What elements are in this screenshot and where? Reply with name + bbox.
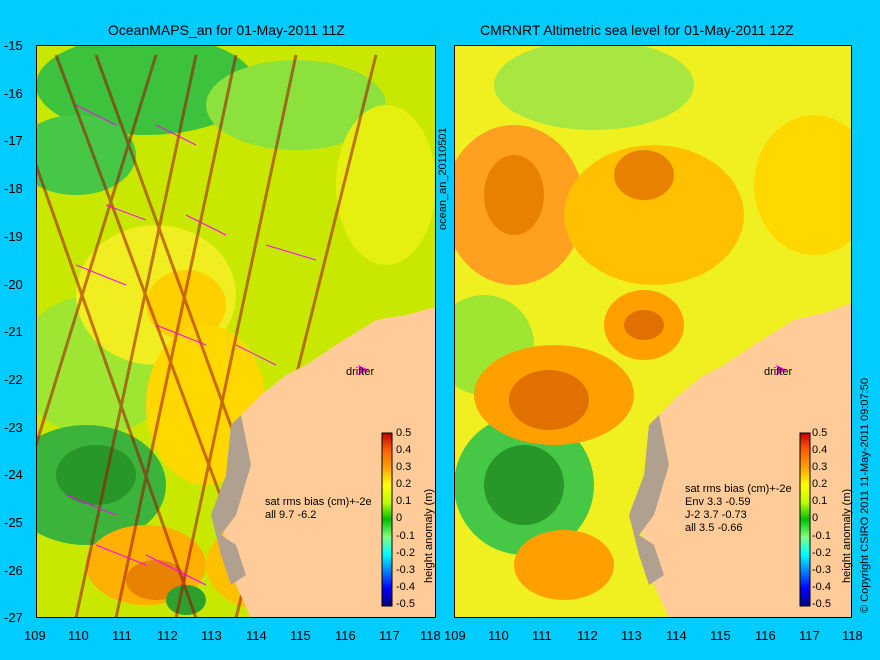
drifter-arrow-icon: ➤ xyxy=(774,362,787,379)
left-colorbar-label: height anomaly (m) xyxy=(423,488,435,583)
colorbar-tick: -0.4 xyxy=(396,581,415,593)
lat-tick: -16 xyxy=(4,86,23,101)
colorbar-tick: 0.2 xyxy=(396,478,412,490)
lon-tick: 113 xyxy=(621,628,642,643)
drifter-arrow-icon: ➤ xyxy=(356,362,369,379)
lat-tick: -24 xyxy=(4,467,23,482)
right-map-title: CMRNRT Altimetric sea level for 01-May-2… xyxy=(480,22,794,38)
right-map-panel: ➤ xyxy=(454,45,852,618)
colorbar-tick: 0.5 xyxy=(812,427,828,439)
sea-level-field xyxy=(454,45,852,600)
lat-tick: -20 xyxy=(4,277,23,292)
lon-tick: 115 xyxy=(710,628,731,643)
lat-tick: -17 xyxy=(4,133,23,148)
lon-tick: 113 xyxy=(201,628,222,643)
lon-tick: 118 xyxy=(420,628,441,643)
lat-tick: -19 xyxy=(4,229,23,244)
stats-header: sat rms bias (cm)+-2e xyxy=(265,496,372,508)
lon-tick: 111 xyxy=(532,628,552,643)
stats-line: all 3.5 -0.66 xyxy=(685,522,743,534)
colorbar-tick: 0.3 xyxy=(396,461,412,473)
left-map-title: OceanMAPS_an for 01-May-2011 11Z xyxy=(108,22,345,38)
lon-tick: 114 xyxy=(246,628,267,643)
current-vectors xyxy=(65,104,317,586)
colorbar-tick: 0 xyxy=(396,512,403,524)
lon-tick: 117 xyxy=(799,628,820,643)
lon-tick: 109 xyxy=(444,628,466,643)
lat-tick: -26 xyxy=(4,563,23,578)
right-stats-box: sat rms bias (cm)+-2e Env 3.3 -0.59 J-2 … xyxy=(685,483,792,535)
shelf-region xyxy=(211,415,251,585)
lon-tick: 110 xyxy=(488,628,509,643)
stats-line: Env 3.3 -0.59 xyxy=(685,496,751,508)
colorbar-tick: -0.3 xyxy=(812,564,831,576)
land-mass xyxy=(639,303,852,618)
right-colorbar xyxy=(799,432,811,607)
colorbar-tick: -0.3 xyxy=(396,564,415,576)
left-drifter-label: drifter xyxy=(346,366,375,378)
left-map-panel: ➤ xyxy=(36,45,436,618)
lat-tick: -15 xyxy=(4,38,23,53)
lon-tick: 115 xyxy=(290,628,311,643)
colorbar-tick: 0.3 xyxy=(812,461,828,473)
colorbar-tick: 0.4 xyxy=(812,444,828,456)
colorbar-tick: 0.1 xyxy=(396,495,412,507)
colorbar-tick: 0.1 xyxy=(812,495,828,507)
colorbar-tick: -0.4 xyxy=(812,581,831,593)
lat-tick: -21 xyxy=(4,324,23,339)
shelf-region xyxy=(629,415,669,585)
lon-tick: 112 xyxy=(157,628,178,643)
colorbar-tick: -0.1 xyxy=(396,530,415,542)
lat-tick: -27 xyxy=(4,610,23,625)
lat-tick: -22 xyxy=(4,372,23,387)
lon-tick: 118 xyxy=(842,628,863,643)
lon-tick: 112 xyxy=(577,628,598,643)
stats-header: sat rms bias (cm)+-2e xyxy=(685,483,792,495)
lon-tick: 117 xyxy=(379,628,400,643)
lon-tick: 114 xyxy=(666,628,687,643)
lat-tick: -18 xyxy=(4,181,23,196)
lon-tick: 110 xyxy=(68,628,89,643)
left-colorbar xyxy=(381,432,393,607)
colorbar-tick: -0.5 xyxy=(812,598,831,610)
lon-tick: 111 xyxy=(112,628,132,643)
copyright-label: © Copyright CSIRO 2011 11-May-2011 09:07… xyxy=(859,378,871,613)
colorbar-tick: 0.2 xyxy=(812,478,828,490)
colorbar-tick: -0.2 xyxy=(396,547,415,559)
stats-line: all 9.7 -6.2 xyxy=(265,509,317,521)
lat-tick: -23 xyxy=(4,420,23,435)
colorbar-tick: 0.4 xyxy=(396,444,412,456)
right-drifter-label: drifter xyxy=(764,366,793,378)
lon-tick: 109 xyxy=(24,628,46,643)
right-colorbar-label: height anomaly (m) xyxy=(841,488,853,583)
colorbar-tick: 0.5 xyxy=(396,427,412,439)
lon-tick: 116 xyxy=(755,628,776,643)
colorbar-tick: 0 xyxy=(812,512,819,524)
left-stats-box: sat rms bias (cm)+-2e all 9.7 -6.2 xyxy=(265,496,372,522)
colorbar-tick: -0.2 xyxy=(812,547,831,559)
stats-line: J-2 3.7 -0.73 xyxy=(685,509,747,521)
colorbar-tick: -0.5 xyxy=(396,598,415,610)
lat-tick: -25 xyxy=(4,515,23,530)
side-label: ocean_an_20110501 xyxy=(437,127,449,230)
lon-tick: 116 xyxy=(335,628,356,643)
colorbar-tick: -0.1 xyxy=(812,530,831,542)
